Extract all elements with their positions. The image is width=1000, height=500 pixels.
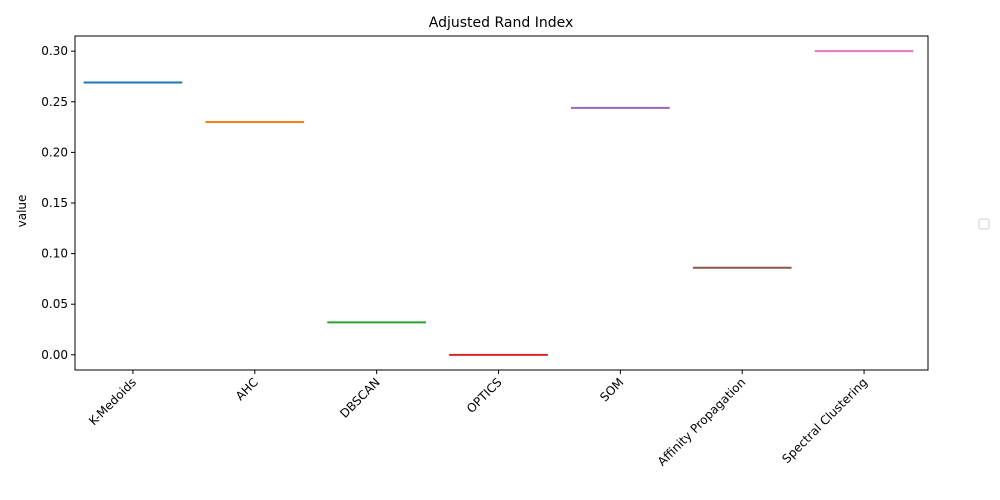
y-axis-label: value — [15, 195, 29, 228]
y-tick-label: 0.25 — [41, 95, 68, 109]
plot-area: 0.00 0.05 0.10 0.15 0.20 0.25 0.30 K-Medoids AHC… — [41, 44, 914, 469]
x-tick-label: DBSCAN — [337, 375, 383, 421]
chart-title: Adjusted Rand Index — [429, 15, 573, 31]
x-tick-label: AHC — [233, 375, 261, 403]
y-tick-label: 0.00 — [41, 348, 68, 362]
y-tick-label: 0.15 — [41, 196, 68, 210]
plot-frame — [74, 35, 929, 371]
x-tick-label: Spectral Clustering — [779, 375, 870, 466]
y-tick-label: 0.30 — [41, 44, 68, 58]
y-tick-label: 0.20 — [41, 145, 68, 159]
y-tick-label: 0.05 — [41, 297, 68, 311]
x-tick-label: Affinity Propagation — [655, 375, 749, 469]
x-tick-label: SOM — [597, 375, 626, 404]
legend-box — [978, 218, 990, 230]
x-tick-label: OPTICS — [464, 375, 505, 416]
y-tick-label: 0.10 — [41, 247, 68, 261]
x-tick-label: K-Medoids — [86, 375, 139, 428]
